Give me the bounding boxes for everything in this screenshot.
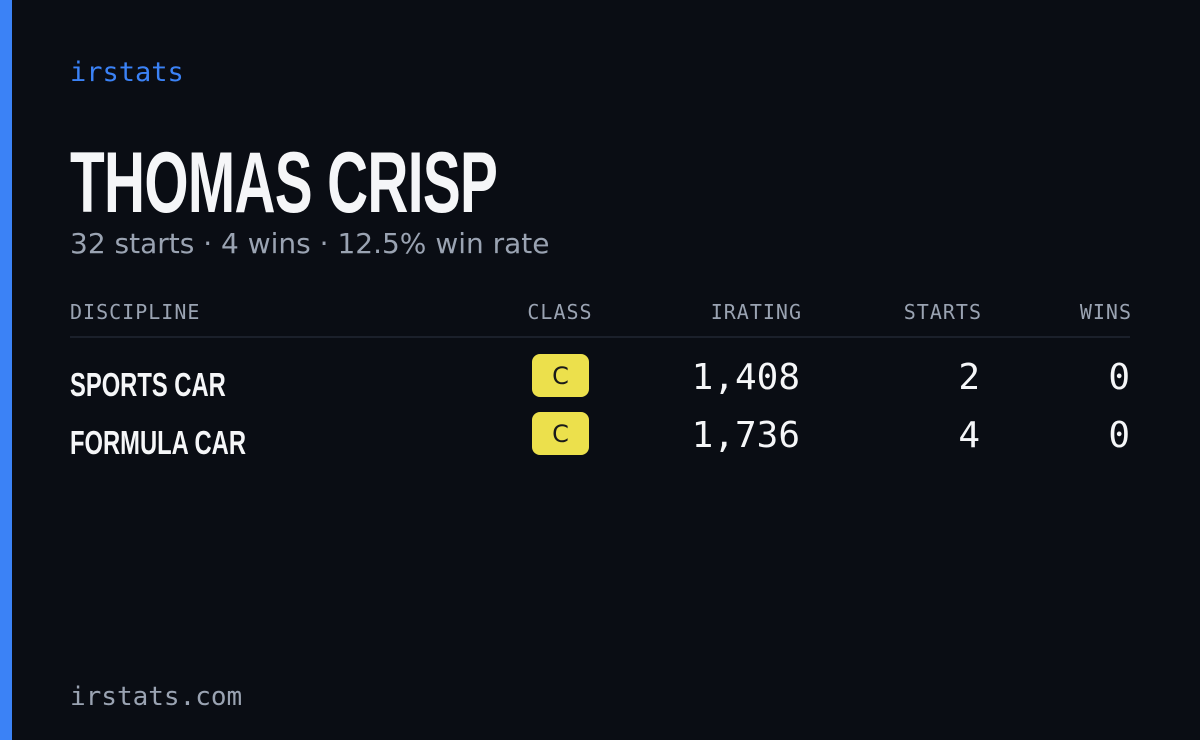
discipline: FORMULA CAR bbox=[70, 424, 246, 461]
discipline: SPORTS CAR bbox=[70, 366, 226, 403]
starts: 4 bbox=[958, 415, 980, 456]
column-header: STARTS bbox=[903, 300, 982, 324]
class-badge: C bbox=[532, 412, 589, 455]
starts: 2 bbox=[958, 357, 980, 398]
wins: 0 bbox=[1108, 415, 1130, 456]
accent-bar bbox=[0, 0, 12, 740]
summary: 32 starts · 4 wins · 12.5% win rate bbox=[70, 227, 550, 260]
column-header: WINS bbox=[1079, 300, 1132, 324]
column-header: CLASS bbox=[527, 300, 593, 324]
player-name: THOMAS CRISP bbox=[70, 135, 498, 231]
footer: irstats.com bbox=[70, 682, 243, 712]
wins: 0 bbox=[1108, 357, 1130, 398]
brand: irstats bbox=[70, 57, 184, 88]
class-badge: C bbox=[532, 354, 589, 397]
irating: 1,736 bbox=[691, 415, 800, 456]
column-header: DISCIPLINE bbox=[70, 300, 201, 324]
irating: 1,408 bbox=[691, 357, 800, 398]
header-rule bbox=[70, 336, 1130, 338]
column-header: IRATING bbox=[710, 300, 802, 324]
